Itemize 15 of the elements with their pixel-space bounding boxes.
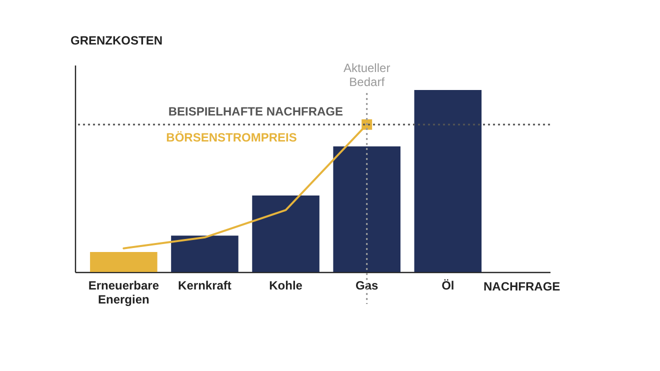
bar [333,146,400,272]
y-axis-title: GRENZKOSTEN [70,34,163,48]
text: BÖRSENSTROMPREIS [166,130,297,145]
ref-line-label: Aktueller Bedarf [344,61,390,89]
bar [414,90,482,272]
x-tick-label: Kernkraft [178,278,232,292]
ref-line-label: BEISPIELHAFTE NACHFRAGE [168,104,343,119]
bar [171,236,238,272]
x-tick-label: Erneuerbare Energien [88,278,160,306]
bar [90,252,158,272]
x-tick-label: Öl [442,278,454,292]
bar [252,196,320,272]
x-tick-label: Kohle [269,278,303,292]
x-axis-title: NACHFRAGE [484,280,560,294]
x-tick-label: Gas [356,278,379,292]
